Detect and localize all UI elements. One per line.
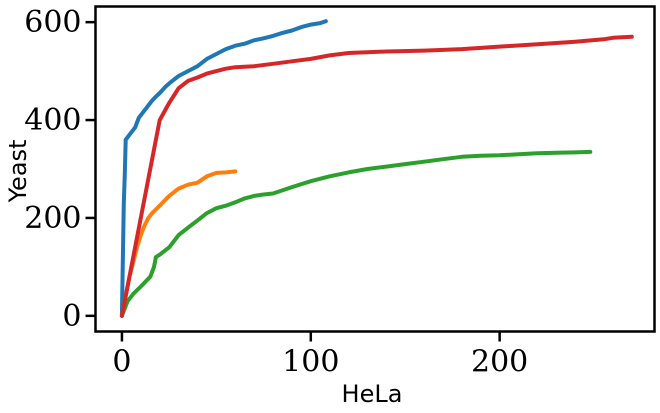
series-line-4 (119, 34, 634, 318)
y-tick-label: 600 (24, 5, 81, 40)
x-tick-label: 100 (282, 345, 339, 380)
plot-frame (94, 5, 656, 333)
x-axis: 0 100 200 (112, 331, 528, 380)
y-tick-label: 200 (24, 201, 81, 236)
x-tick-label: 0 (112, 345, 131, 380)
x-axis-label: HeLa (342, 380, 403, 408)
series-line-3 (119, 149, 593, 318)
y-tick-label: 0 (62, 299, 81, 334)
y-tick-label: 400 (24, 103, 81, 138)
x-tick-label: 200 (471, 345, 528, 380)
y-axis: 0 200 400 600 (24, 5, 96, 334)
series-line-2 (119, 169, 238, 318)
series-layer (119, 19, 634, 318)
y-axis-label: Yeast (4, 140, 32, 204)
series-line-1 (119, 19, 328, 318)
